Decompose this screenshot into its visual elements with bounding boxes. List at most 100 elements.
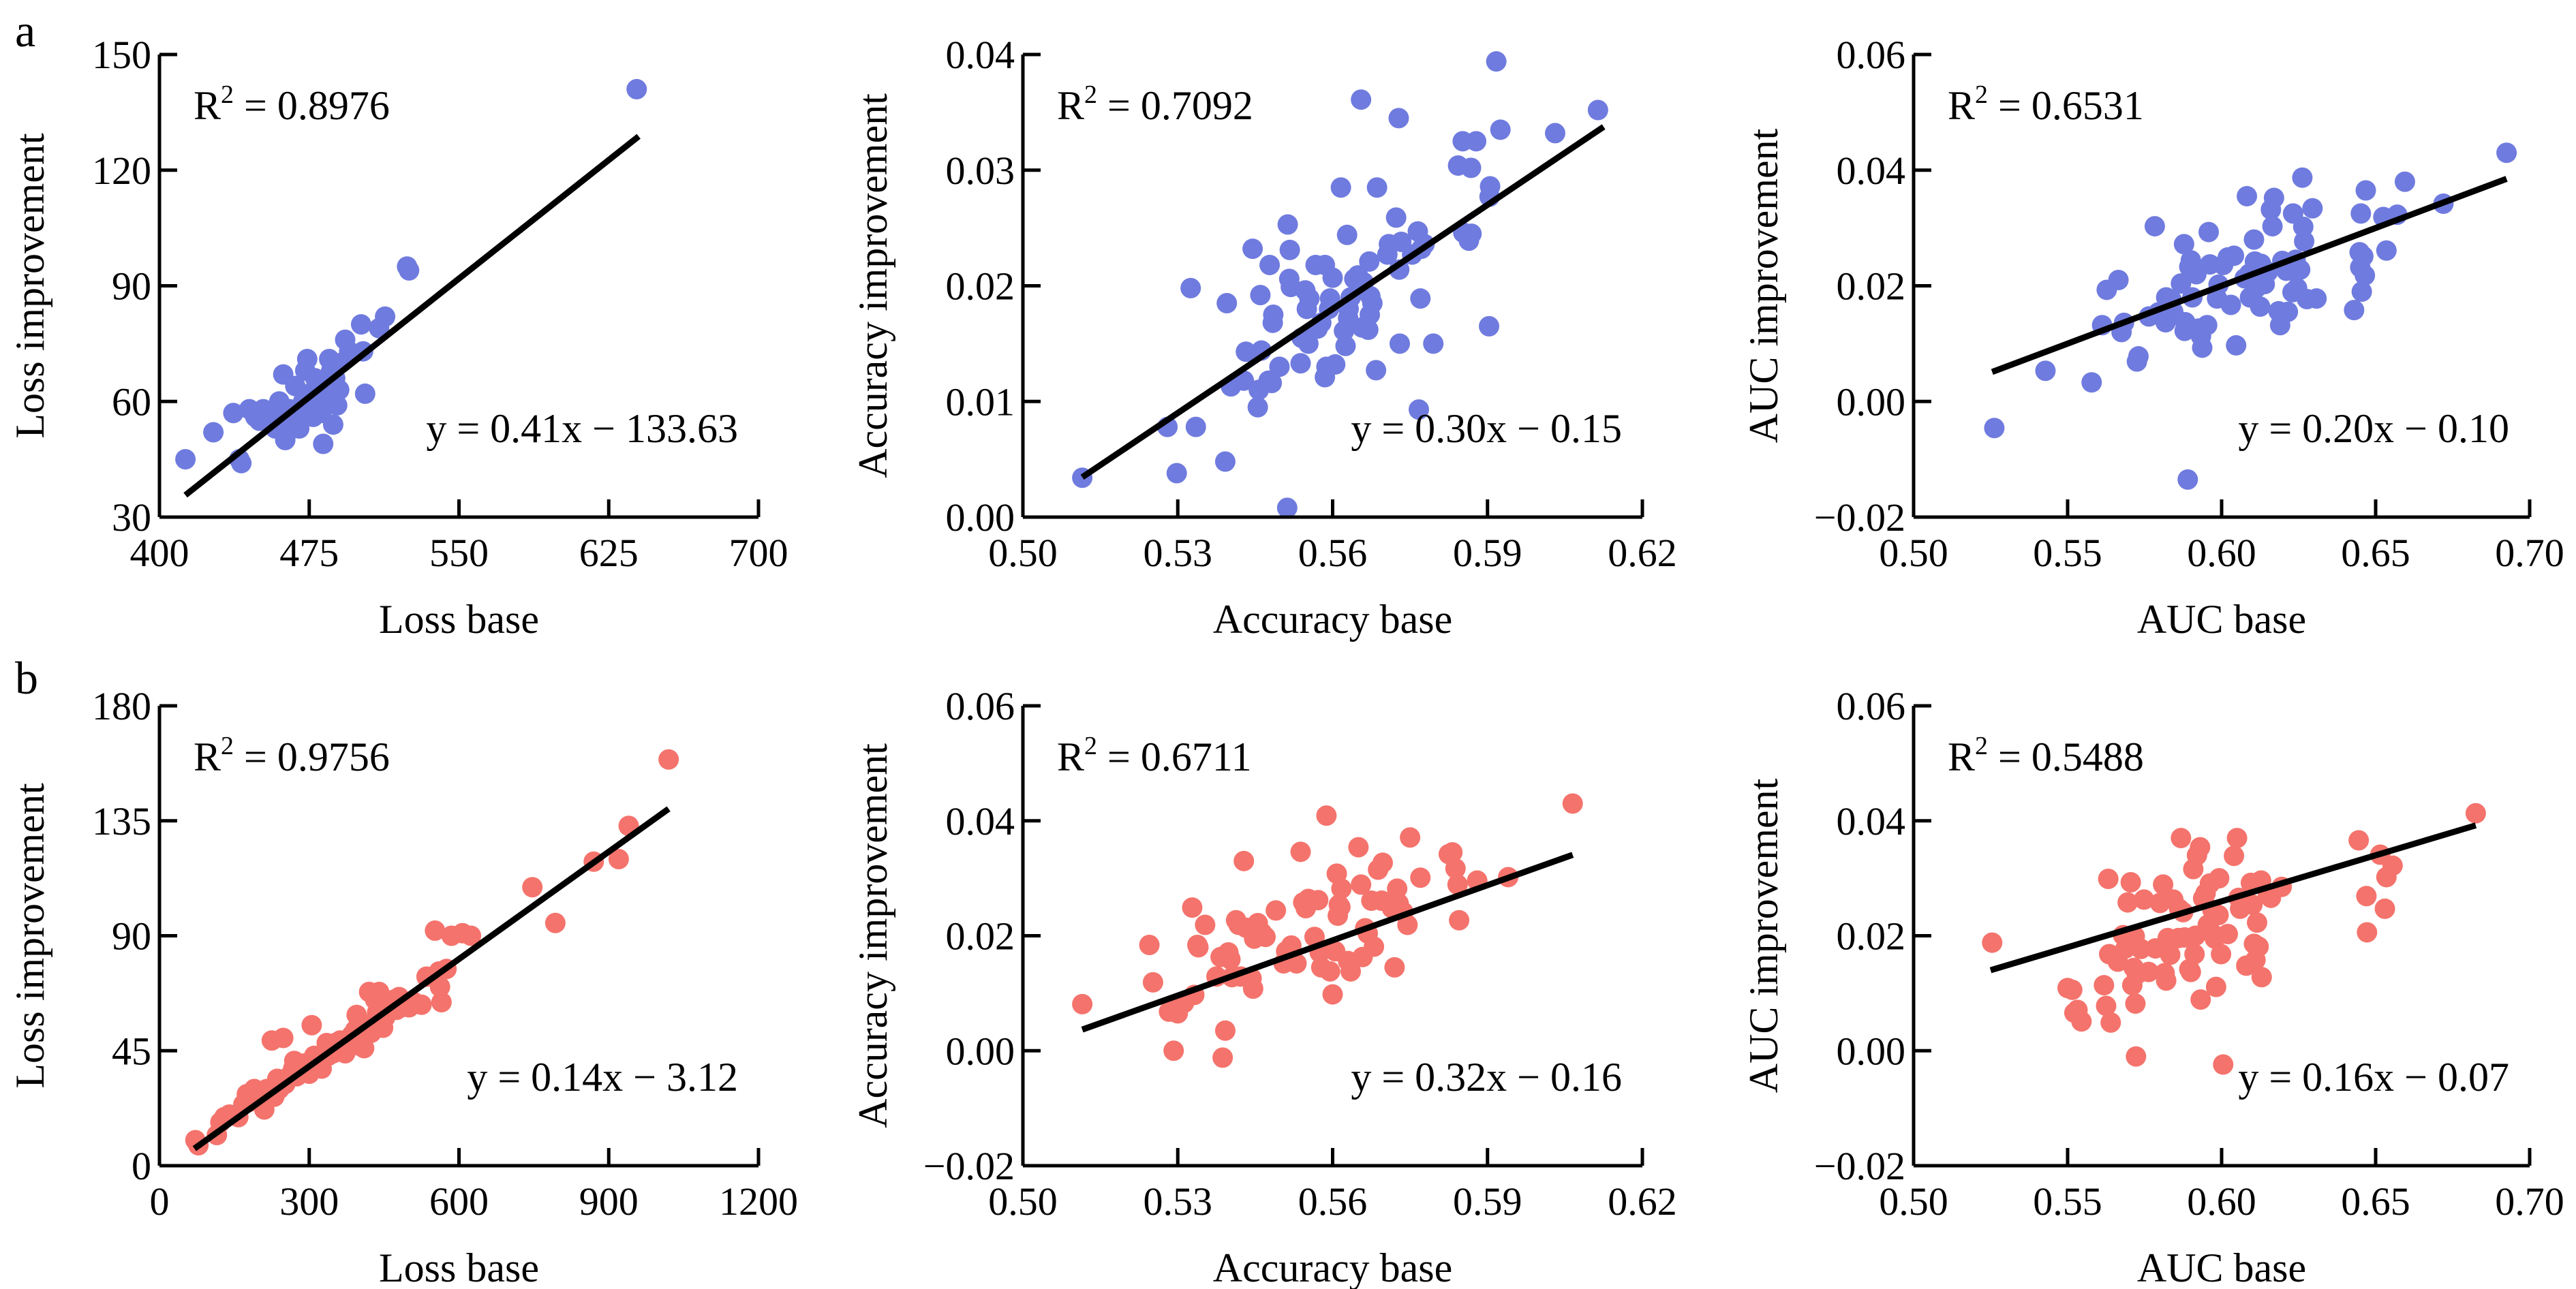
data-point <box>203 422 224 443</box>
x-tick-label: 0 <box>150 1179 170 1224</box>
panel-letter-b: b <box>15 652 38 704</box>
data-point <box>1358 320 1379 341</box>
x-axis-label: AUC base <box>2137 1245 2306 1289</box>
points <box>1984 142 2517 490</box>
data-point <box>1142 972 1163 993</box>
y-tick-label: 0.01 <box>946 379 1015 424</box>
y-tick-label: −0.02 <box>923 1144 1015 1188</box>
x-tick-label: 1200 <box>719 1179 798 1224</box>
data-point <box>2246 912 2267 933</box>
x-tick-label: 900 <box>579 1179 639 1224</box>
data-point <box>1214 1020 1236 1041</box>
data-point <box>1449 910 1470 931</box>
regression-equation: y = 0.16x − 0.07 <box>2238 1055 2509 1100</box>
data-point <box>1400 827 1421 848</box>
data-point <box>2302 198 2323 219</box>
x-tick-label: 0.62 <box>1608 531 1677 575</box>
data-point <box>2211 944 2232 965</box>
y-tick-label: 0.00 <box>946 495 1015 540</box>
data-point <box>223 403 244 424</box>
data-point <box>1982 932 2003 953</box>
x-tick-label: 625 <box>579 531 639 575</box>
data-point <box>1366 360 1387 381</box>
x-axis-label: Accuracy base <box>1213 1245 1452 1289</box>
data-point <box>1388 108 1409 129</box>
y-tick-label: 0.04 <box>946 799 1015 843</box>
data-point <box>2096 995 2117 1016</box>
data-point <box>1387 878 1408 899</box>
data-point <box>1359 251 1380 272</box>
scatter-panel-4: 0 45 90 135 180 0 300 600 900 1200 Loss base Loss i… <box>7 684 798 1289</box>
x-tick-label: 0.65 <box>2341 531 2410 575</box>
data-point <box>2205 976 2226 997</box>
x-axis-label: AUC base <box>2137 597 2306 642</box>
data-point <box>350 314 371 335</box>
data-point <box>2218 923 2239 944</box>
data-point <box>1319 961 1340 982</box>
data-point <box>1442 842 1463 863</box>
x-tick-label: 700 <box>729 531 788 575</box>
data-point <box>301 1014 322 1036</box>
data-point <box>328 379 350 401</box>
data-point <box>429 976 450 997</box>
data-point <box>1330 177 1351 198</box>
scatter-panel-1: 30 60 90 120 150 400 475 550 625 700 Loss base Loss… <box>7 33 788 642</box>
data-point <box>1336 224 1358 245</box>
data-point <box>2226 335 2247 356</box>
data-point <box>2153 874 2174 895</box>
data-point <box>431 992 452 1012</box>
data-point <box>1460 157 1482 178</box>
data-point <box>2496 142 2517 164</box>
x-tick-label: 475 <box>279 531 339 575</box>
x-tick-label: 0.55 <box>2033 531 2102 575</box>
data-point <box>2376 240 2397 261</box>
data-point <box>2306 288 2327 309</box>
data-point <box>1072 993 1093 1014</box>
y-axis-label: AUC improvement <box>1741 778 1786 1093</box>
x-tick-label: 400 <box>130 531 189 575</box>
data-point <box>1212 1047 1233 1068</box>
y-tick-label: 0.04 <box>1837 149 1906 193</box>
data-point <box>2177 469 2198 490</box>
data-point <box>1486 51 1507 72</box>
data-point <box>1247 397 1268 418</box>
data-point <box>2071 1011 2092 1032</box>
x-tick-label: 0.70 <box>2495 531 2564 575</box>
data-point <box>545 912 566 933</box>
x-axis-label: Loss base <box>379 597 539 642</box>
x-tick-label: 600 <box>429 1179 489 1224</box>
data-point <box>2108 270 2129 291</box>
data-point <box>2196 315 2218 336</box>
data-point <box>2465 803 2486 824</box>
panels: 30 60 90 120 150 400 475 550 625 700 Loss base Loss… <box>7 33 2564 1289</box>
r-squared-annotation: R2 = 0.7092 <box>1057 80 1253 128</box>
data-point <box>1214 451 1236 472</box>
data-point <box>1409 399 1430 420</box>
data-point <box>2224 245 2245 266</box>
data-point <box>425 920 446 941</box>
y-axis-label: Accuracy improvement <box>850 743 895 1128</box>
x-tick-label: 0.62 <box>1608 1179 1677 1224</box>
data-point <box>1447 874 1468 895</box>
data-point <box>2184 944 2205 965</box>
data-point <box>2374 898 2395 919</box>
regression-equation: y = 0.14x − 3.12 <box>467 1055 738 1100</box>
r-squared-annotation: R2 = 0.8976 <box>194 80 390 128</box>
data-point <box>2355 265 2376 286</box>
y-tick-label: 30 <box>112 495 151 540</box>
data-point <box>1587 99 1608 121</box>
x-tick-label: 0.65 <box>2341 1179 2410 1224</box>
data-point <box>2278 301 2299 322</box>
data-point <box>2081 372 2102 393</box>
data-point <box>354 383 375 404</box>
data-point <box>1397 914 1418 935</box>
data-point <box>2098 868 2119 889</box>
data-point <box>1562 793 1583 814</box>
data-point <box>1263 304 1284 325</box>
data-point <box>2138 961 2159 982</box>
regression-line <box>183 134 641 498</box>
y-tick-label: 0.06 <box>946 684 1015 728</box>
data-point <box>175 449 196 470</box>
data-point <box>626 78 647 99</box>
data-point <box>1325 354 1346 375</box>
